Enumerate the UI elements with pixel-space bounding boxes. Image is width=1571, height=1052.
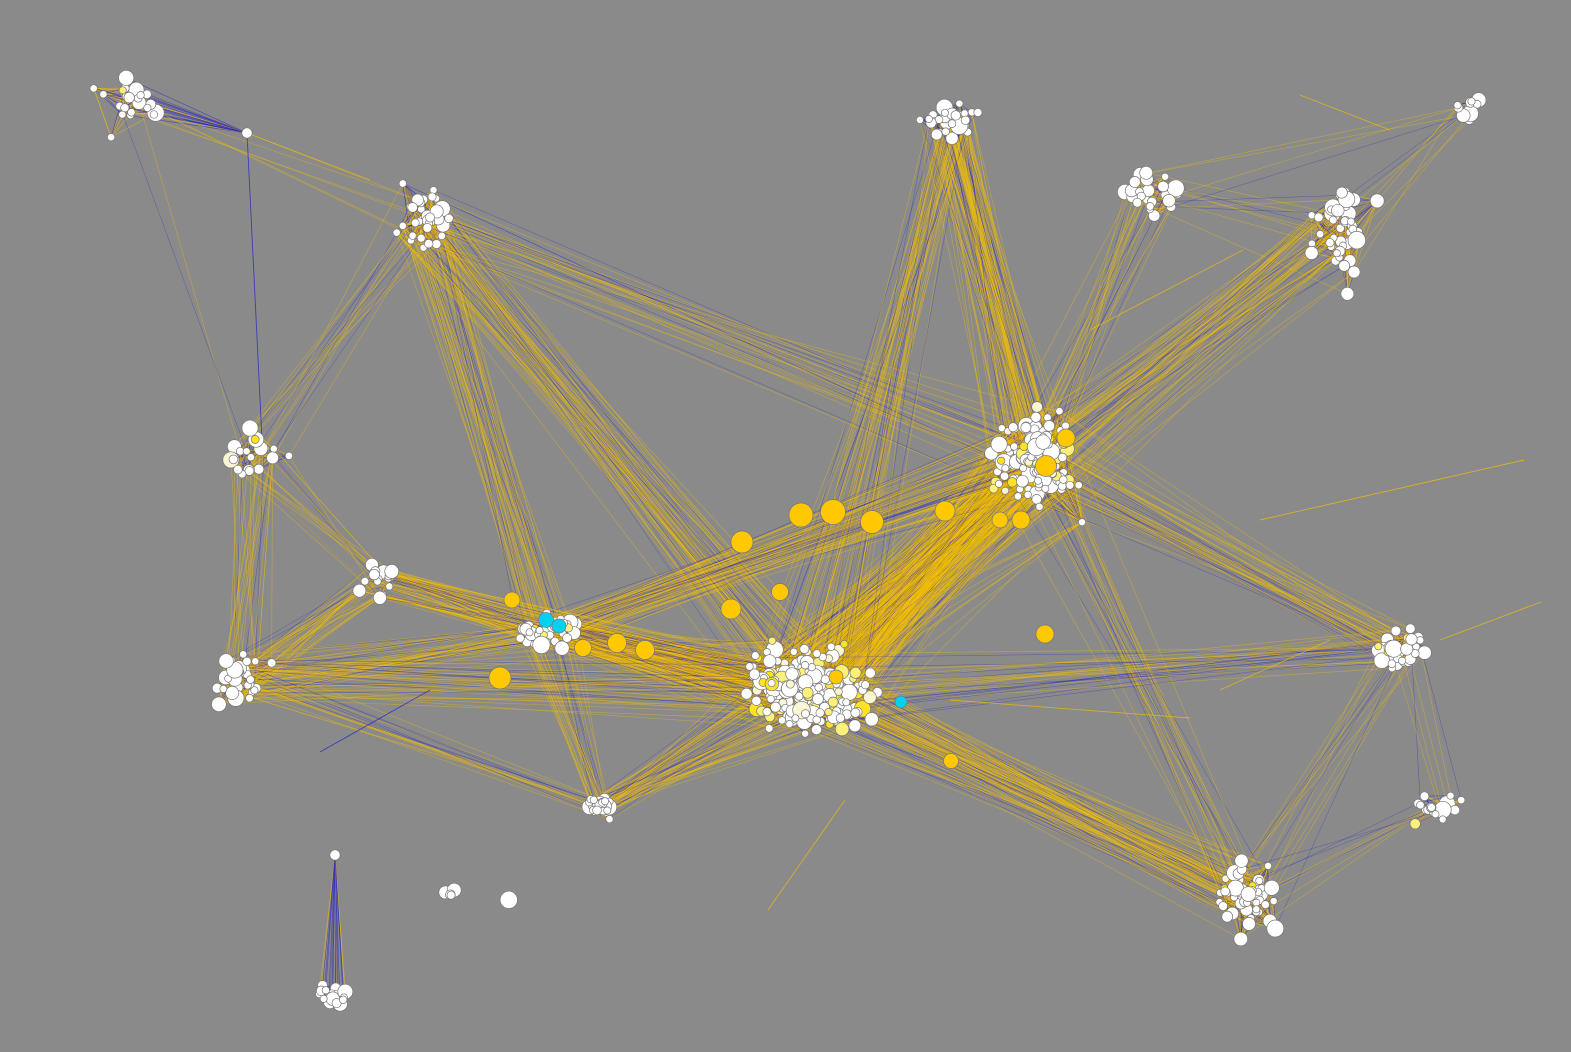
graph-edge (93, 88, 112, 138)
graph-edge (153, 114, 248, 134)
graph-edge (122, 114, 248, 134)
graph-edge (126, 77, 248, 134)
graph-edge (103, 94, 123, 115)
graph-edge (838, 650, 871, 674)
graph-edge (396, 206, 411, 233)
graph-edge (415, 222, 437, 245)
graph-edge (93, 88, 123, 91)
graph-edge (402, 183, 433, 198)
graph-edge (93, 88, 123, 115)
graph-edge (110, 106, 120, 138)
graph-edge (93, 88, 120, 107)
